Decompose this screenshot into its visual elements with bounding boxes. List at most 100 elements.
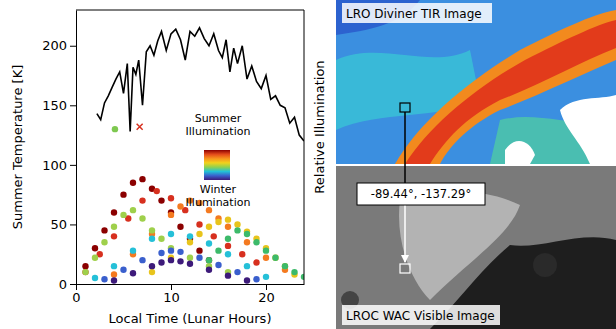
- colorbar-bottom-label: WinterIllumination: [186, 183, 251, 209]
- scatter-point: [139, 176, 145, 182]
- tick-mark: [171, 284, 172, 290]
- scatter-point: [139, 257, 145, 263]
- title-box: [342, 3, 492, 23]
- tick: 0: [72, 284, 80, 305]
- scatter-point: [263, 255, 269, 261]
- scatter-point: [111, 271, 117, 277]
- image-panels: -89.44°, -137.29° LRO Diviner TIR Image LR…: [336, 0, 616, 329]
- scatter-point: [196, 221, 202, 227]
- scatter-point: [215, 247, 221, 253]
- scatter-point: [253, 239, 259, 245]
- arrowhead: [401, 255, 409, 263]
- scatter-point: [154, 188, 160, 194]
- scatter-point: [111, 233, 117, 239]
- tick-mark: [70, 284, 76, 285]
- temperature-line: [97, 28, 304, 141]
- tick: 150: [42, 98, 76, 113]
- scatter-point: [168, 247, 174, 253]
- location-box: [357, 183, 485, 205]
- scatter-point: [239, 251, 245, 257]
- scatter-point: [282, 263, 288, 269]
- scatter-point: [196, 255, 202, 261]
- scatter-point: [111, 224, 117, 230]
- scatter-point: [253, 259, 259, 265]
- tick-mark: [70, 224, 76, 225]
- tick-label: 150: [42, 98, 67, 113]
- location-marker: [400, 264, 410, 273]
- scatter-point: [206, 257, 212, 263]
- panel-title: LRO Diviner TIR Image: [346, 7, 482, 21]
- tick: 0: [59, 277, 76, 292]
- scatter-point: [149, 269, 155, 275]
- scatter-point: [168, 257, 174, 263]
- tick: 50: [50, 217, 76, 232]
- scatter-point: [82, 269, 88, 275]
- wac-image: [336, 166, 616, 329]
- scatter-point: [263, 274, 269, 280]
- scatter-point: [282, 263, 288, 269]
- tick-mark: [266, 284, 267, 290]
- connector: [404, 205, 406, 262]
- scatter-point: [130, 180, 136, 186]
- tick: 200: [42, 38, 76, 53]
- tir-image: [336, 0, 616, 164]
- scatter-point: [101, 276, 107, 282]
- colorbar-bottom-label-line: Winter: [200, 183, 237, 196]
- tick-label: 200: [42, 38, 67, 53]
- scatter-point: [196, 231, 202, 237]
- tick-label: 20: [258, 290, 275, 305]
- colorbar-top-label: SummerIllumination: [186, 112, 251, 138]
- plot-area: [82, 28, 304, 284]
- panel-title: LROC WAC Visible Image: [346, 309, 495, 323]
- scatter-point: [177, 258, 183, 264]
- scatter-point: [158, 250, 164, 256]
- scatter-point: [120, 191, 126, 197]
- x-axis: 0 10 20: [72, 284, 304, 305]
- tick: 10: [163, 284, 180, 305]
- scatter-point: [253, 276, 259, 282]
- scatter-point: [111, 209, 117, 215]
- scatter-point: [225, 236, 231, 242]
- colorbar: [204, 150, 230, 180]
- scatter-point: [158, 236, 164, 242]
- scatter-point: [225, 251, 231, 257]
- scatter-point: [206, 267, 212, 273]
- location-marker: [400, 103, 410, 112]
- scatter-point: [168, 231, 174, 237]
- location-label: -89.44°, -137.29°: [371, 187, 471, 201]
- scatter-point: [130, 207, 136, 213]
- frame-top: [76, 10, 304, 11]
- scatter-point: [187, 239, 193, 245]
- scatter-point: [291, 269, 297, 275]
- tick: 20: [258, 284, 275, 305]
- scatter-point: [137, 124, 143, 130]
- scatter-point: [92, 245, 98, 251]
- scatter-point: [234, 221, 240, 227]
- scatter-point: [225, 216, 231, 222]
- scatter-point: [168, 195, 174, 201]
- colorbar-top-label-line: Summer: [195, 112, 242, 125]
- scatter-point: [120, 267, 126, 273]
- x-axis-line: [77, 284, 305, 285]
- scatter-point: [206, 224, 212, 230]
- scatter-point: [111, 277, 117, 283]
- colorbar-top-label-line: Illumination: [186, 125, 251, 138]
- scatter-point: [149, 227, 155, 233]
- scatter-point: [139, 215, 145, 221]
- y-axis-line: [76, 11, 77, 285]
- y2-axis-label: Relative Illumination: [312, 60, 327, 193]
- tick-label: 100: [42, 158, 67, 173]
- scatter-point: [244, 231, 250, 237]
- scatter-point: [225, 272, 231, 278]
- scatter-point: [149, 263, 155, 269]
- scatter-point: [187, 233, 193, 239]
- scatter-point: [82, 269, 88, 275]
- connector: [404, 112, 406, 183]
- scatter-point: [177, 203, 183, 209]
- scatter-point: [82, 263, 88, 269]
- scatter-point: [225, 224, 231, 230]
- tick-mark: [70, 105, 76, 106]
- x-axis-label: Local Time (Lunar Hours): [109, 311, 272, 326]
- scatter-point: [244, 239, 250, 245]
- scatter-point: [149, 236, 155, 242]
